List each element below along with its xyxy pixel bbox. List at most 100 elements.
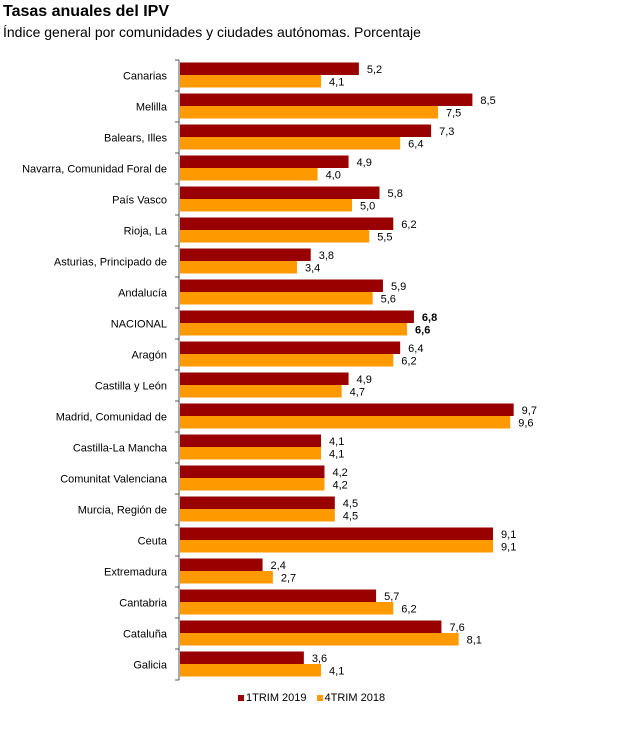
legend-swatch: [316, 695, 323, 701]
bar-4trim-2018: [180, 571, 273, 584]
category-label: Madrid, Comunidad de: [56, 412, 167, 424]
data-label: 6,2: [401, 356, 416, 368]
data-label: 9,1: [501, 529, 516, 541]
bar-1trim-2019: [180, 93, 473, 106]
legend-label: 4TRIM 2018: [324, 692, 386, 704]
bar-4trim-2018: [180, 199, 352, 212]
bar-4trim-2018: [180, 385, 342, 398]
bar-4trim-2018: [180, 323, 408, 336]
bar-1trim-2019: [180, 62, 359, 75]
data-label: 4,1: [329, 436, 344, 448]
bar-1trim-2019: [180, 279, 383, 292]
bar-4trim-2018: [180, 261, 297, 274]
category-label: Ceuta: [138, 536, 168, 548]
bar-1trim-2019: [180, 589, 377, 602]
data-label: 4,1: [329, 77, 344, 89]
bar-1trim-2019: [180, 527, 494, 540]
bar-1trim-2019: [180, 558, 263, 571]
chart-title: Tasas anuales del IPV: [3, 3, 170, 20]
data-label: 4,2: [332, 467, 347, 479]
data-label: 3,8: [319, 250, 334, 262]
bar-4trim-2018: [180, 447, 322, 460]
bar-1trim-2019: [180, 341, 401, 354]
chart-subtitle: Índice general por comunidades y ciudade…: [3, 24, 421, 40]
category-label: Asturias, Principado de: [54, 257, 167, 269]
category-label: Aragón: [132, 350, 167, 362]
data-label: 6,8: [422, 312, 437, 324]
legend-item-4trim-2018: 4TRIM 2018: [316, 692, 386, 704]
bar-4trim-2018: [180, 230, 370, 243]
category-label: Murcia, Región de: [78, 505, 167, 517]
data-label: 3,4: [305, 263, 320, 275]
bar-4trim-2018: [180, 75, 322, 88]
data-label: 5,5: [377, 232, 392, 244]
data-label: 5,6: [381, 294, 396, 306]
data-label: 5,7: [384, 591, 399, 603]
legend-item-1trim-2019: 1TRIM 2019: [238, 692, 307, 704]
legend-label: 1TRIM 2019: [246, 692, 307, 704]
bar-1trim-2019: [180, 310, 414, 323]
bar-1trim-2019: [180, 124, 432, 137]
bar-4trim-2018: [180, 664, 322, 677]
data-label: 9,6: [518, 418, 533, 430]
bar-4trim-2018: [180, 633, 459, 646]
bar-4trim-2018: [180, 602, 394, 615]
bar-1trim-2019: [180, 403, 514, 416]
data-label: 4,2: [332, 480, 347, 492]
category-label: Galicia: [133, 660, 168, 672]
bar-1trim-2019: [180, 465, 325, 478]
data-label: 4,0: [326, 170, 341, 182]
data-label: 6,4: [408, 343, 423, 355]
bar-1trim-2019: [180, 434, 322, 447]
bar-4trim-2018: [180, 292, 373, 305]
category-label: Cantabria: [119, 598, 168, 610]
category-label: Balears, Illes: [104, 133, 167, 145]
bar-1trim-2019: [180, 372, 349, 385]
data-label: 6,2: [401, 219, 416, 231]
bar-1trim-2019: [180, 155, 349, 168]
data-label: 5,9: [391, 281, 406, 293]
bar-4trim-2018: [180, 478, 325, 491]
bar-1trim-2019: [180, 248, 311, 261]
bar-4trim-2018: [180, 509, 335, 522]
bar-4trim-2018: [180, 416, 511, 429]
bar-4trim-2018: [180, 137, 401, 150]
bar-1trim-2019: [180, 217, 394, 230]
bar-1trim-2019: [180, 186, 380, 199]
data-label: 6,2: [401, 604, 416, 616]
bar-4trim-2018: [180, 168, 318, 181]
category-label: Castilla-La Mancha: [73, 443, 168, 455]
bar-4trim-2018: [180, 354, 394, 367]
data-label: 4,9: [357, 157, 372, 169]
data-label: 7,5: [446, 108, 461, 120]
data-label: 9,1: [501, 542, 516, 554]
data-label: 4,9: [357, 374, 372, 386]
category-label: NACIONAL: [111, 319, 167, 331]
data-label: 6,4: [408, 139, 423, 151]
data-label: 9,7: [522, 405, 537, 417]
category-label: Rioja, La: [124, 226, 168, 238]
data-label: 4,1: [329, 666, 344, 678]
data-label: 3,6: [312, 653, 327, 665]
category-label: Canarias: [123, 71, 168, 83]
data-label: 5,8: [388, 188, 403, 200]
category-label: Castilla y León: [95, 381, 167, 393]
bar-1trim-2019: [180, 620, 442, 633]
category-label: Andalucía: [118, 288, 168, 300]
data-label: 4,7: [350, 387, 365, 399]
data-label: 7,6: [449, 622, 464, 634]
data-label: 2,7: [281, 573, 296, 585]
data-label: 8,1: [467, 635, 482, 647]
bar-1trim-2019: [180, 651, 304, 664]
data-label: 5,2: [367, 64, 382, 76]
category-label: Cataluña: [123, 629, 168, 641]
category-label: Extremadura: [104, 567, 168, 579]
data-label: 2,4: [271, 560, 286, 572]
category-label: Comunitat Valenciana: [60, 474, 168, 486]
bar-1trim-2019: [180, 496, 335, 509]
category-label: Navarra, Comunidad Foral de: [22, 164, 167, 176]
bar-4trim-2018: [180, 540, 494, 553]
data-label: 6,6: [415, 325, 430, 337]
legend: 1TRIM 2019 4TRIM 2018: [238, 692, 385, 704]
data-label: 8,5: [480, 95, 495, 107]
